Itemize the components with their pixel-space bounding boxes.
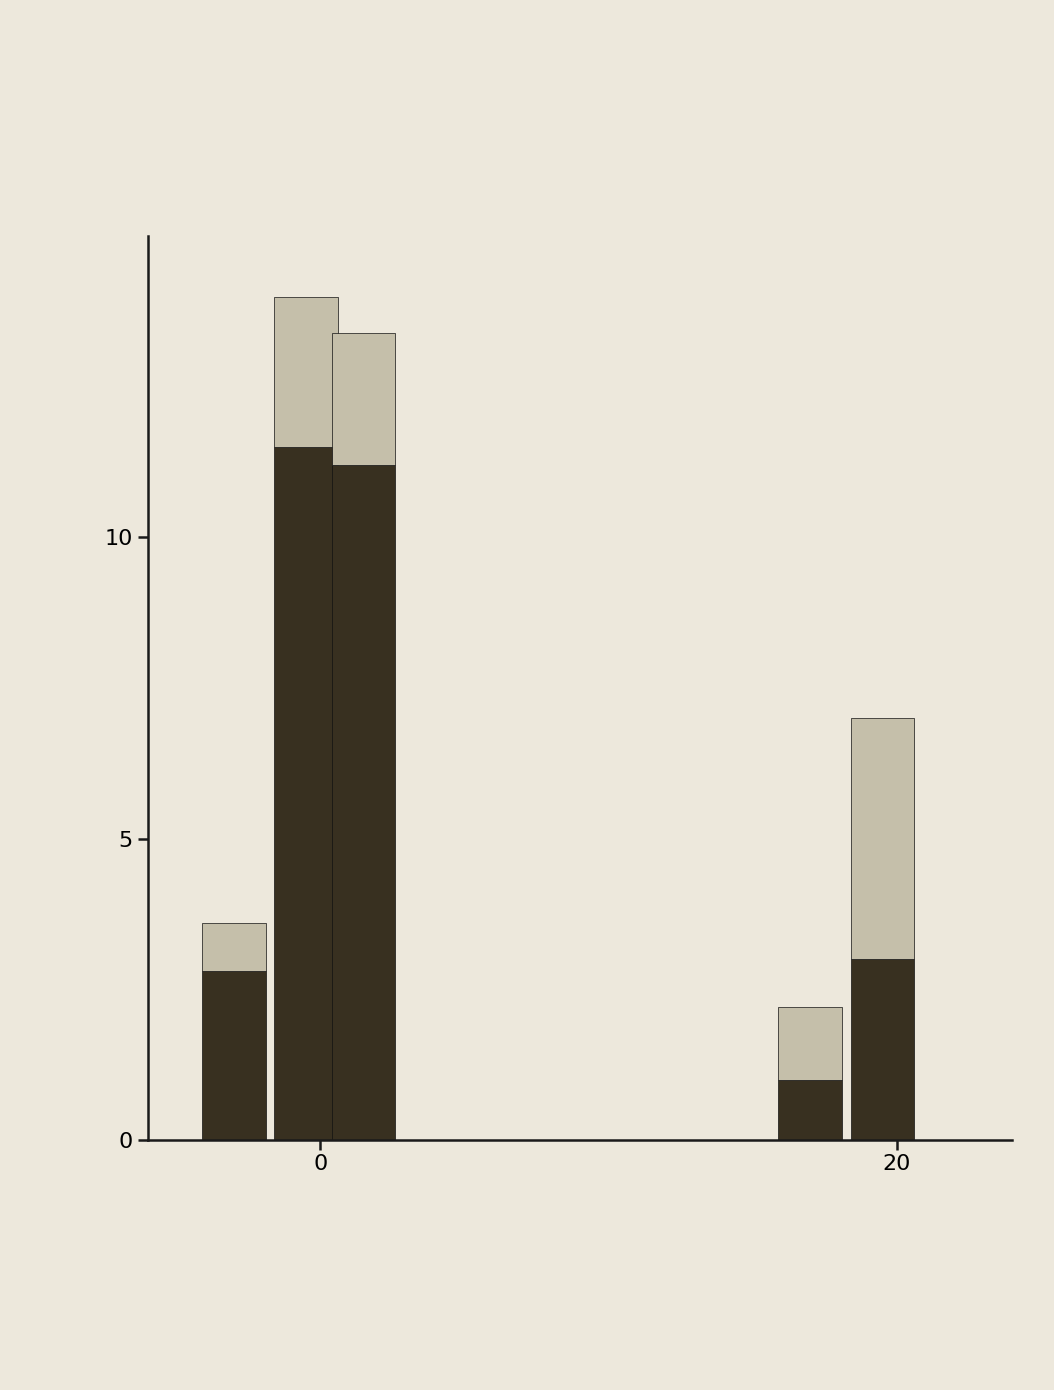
- Bar: [779, 1008, 842, 1080]
- Bar: [332, 332, 395, 466]
- Bar: [851, 719, 914, 959]
- Bar: [274, 296, 337, 448]
- Bar: [274, 448, 337, 1140]
- Bar: [202, 923, 266, 972]
- Bar: [851, 959, 914, 1140]
- Bar: [202, 972, 266, 1140]
- Bar: [332, 466, 395, 1140]
- Bar: [779, 1080, 842, 1140]
